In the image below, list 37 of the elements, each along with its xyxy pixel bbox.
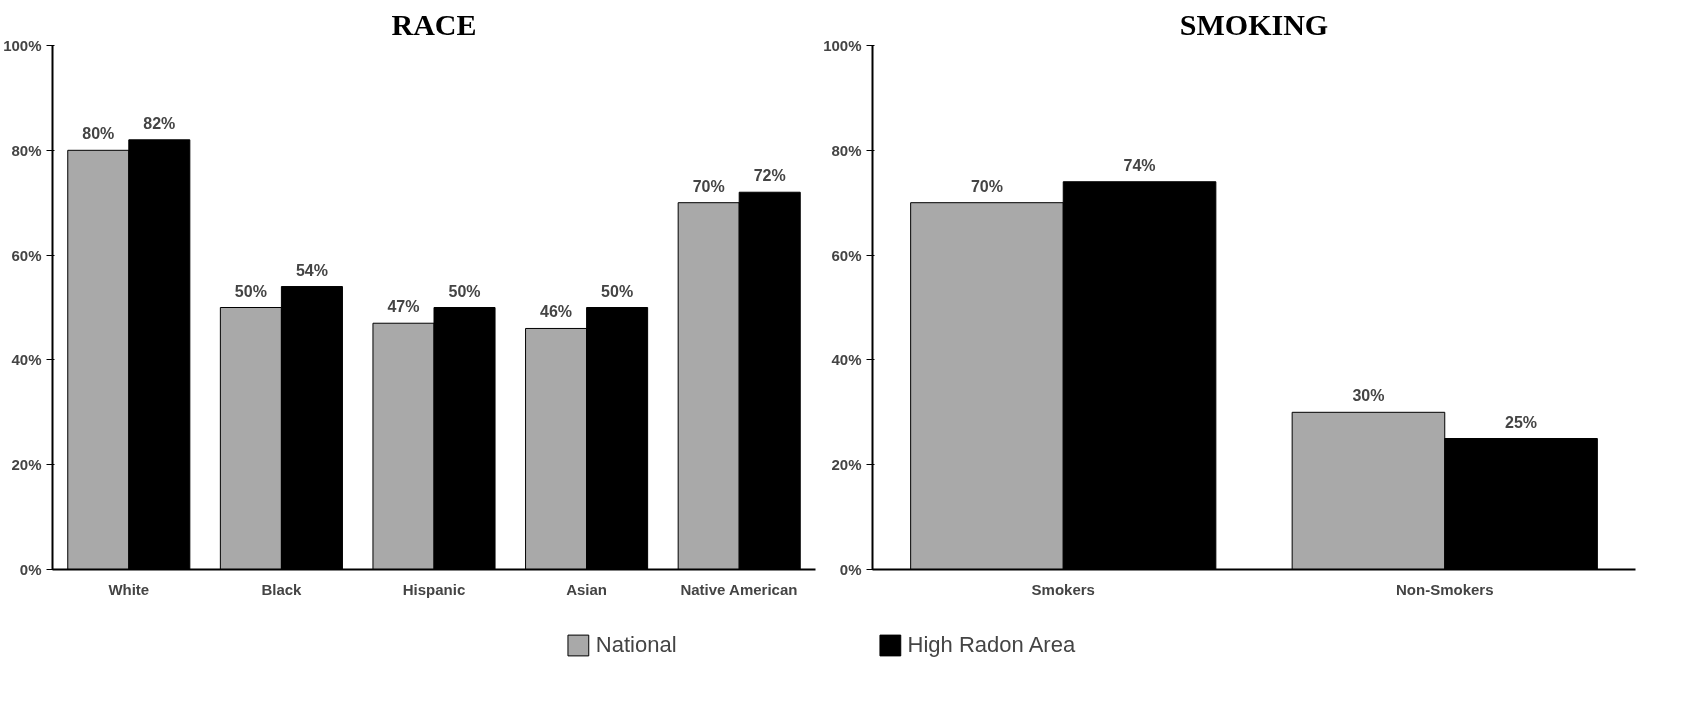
- data-label: 70%: [970, 177, 1003, 195]
- y-tick-label: 100%: [823, 37, 862, 54]
- data-label: 80%: [82, 125, 115, 143]
- data-label: 46%: [540, 303, 573, 321]
- y-tick-label: 80%: [831, 141, 862, 159]
- y-tick-label: 40%: [831, 351, 862, 369]
- y-tick-label: 60%: [831, 246, 862, 264]
- data-label: 25%: [1505, 413, 1538, 431]
- legend-label: High Radon Area: [907, 632, 1076, 658]
- data-label: 74%: [1123, 156, 1156, 174]
- data-label: 72%: [753, 167, 786, 185]
- y-tick-label: 20%: [831, 456, 862, 474]
- y-tick-label: 80%: [11, 141, 42, 159]
- y-tick-label: 20%: [11, 456, 42, 474]
- x-tick-label: Hispanic: [402, 580, 466, 598]
- y-tick-label: 0%: [839, 561, 862, 578]
- y-tick-label: 0%: [19, 561, 42, 578]
- data-label: 50%: [448, 282, 481, 300]
- chart-title: SMOKING: [1179, 7, 1329, 41]
- legend-label: National: [595, 632, 677, 658]
- data-label: 70%: [692, 177, 725, 195]
- y-tick-label: 40%: [11, 351, 42, 369]
- data-label: 54%: [295, 261, 328, 279]
- data-label: 82%: [143, 114, 176, 132]
- chart-title: RACE: [391, 7, 477, 41]
- y-tick-label: 60%: [11, 246, 42, 264]
- x-tick-label: Native American: [680, 580, 798, 598]
- data-label: 30%: [1352, 387, 1385, 405]
- x-tick-label: Asian: [566, 580, 608, 598]
- data-label: 50%: [234, 282, 267, 300]
- y-tick-label: 100%: [3, 37, 42, 54]
- x-tick-label: Black: [261, 580, 303, 598]
- data-label: 47%: [387, 298, 420, 316]
- x-tick-label: Non-Smokers: [1395, 580, 1494, 598]
- data-label: 50%: [601, 282, 634, 300]
- x-tick-label: Smokers: [1031, 580, 1095, 598]
- x-tick-label: White: [108, 580, 150, 598]
